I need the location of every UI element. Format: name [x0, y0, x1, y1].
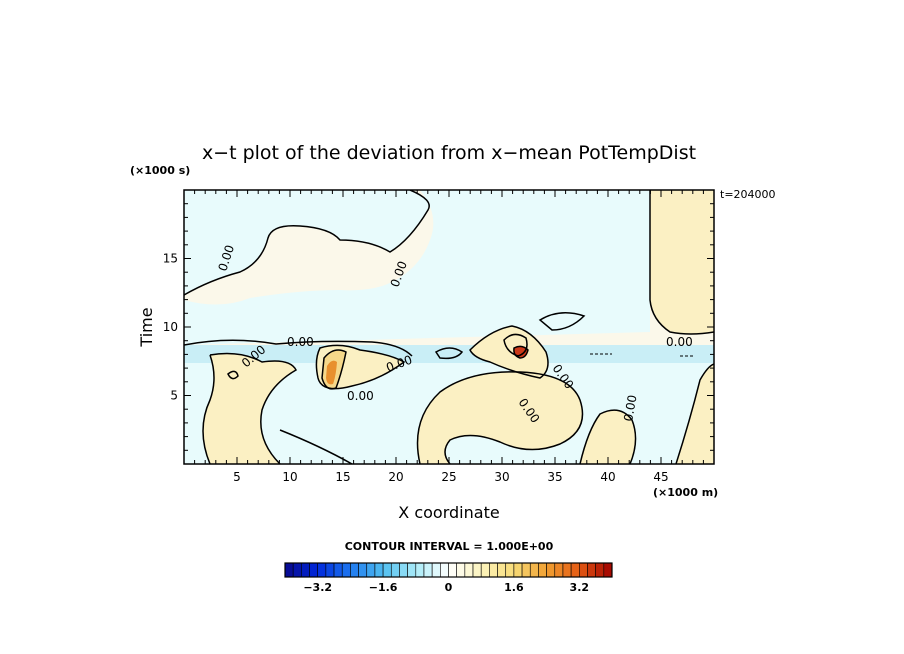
field-warm-4 — [470, 326, 548, 378]
colorbar-cell — [366, 562, 376, 578]
colorbar-tick-label: −3.2 — [303, 581, 332, 594]
x-tick-label: 40 — [600, 470, 615, 484]
y-axis-unit: (×1000 s) — [130, 164, 190, 177]
colorbar-tick-label: 3.2 — [570, 581, 590, 594]
time-stamp-label: t=204000 — [720, 188, 776, 201]
colorbar-tick-label: 0 — [445, 581, 453, 594]
contour-label: 0.00 — [621, 394, 639, 423]
y-axis-label: Time — [137, 307, 156, 347]
colorbar-cell — [358, 562, 368, 578]
field-warm-1 — [203, 353, 296, 464]
colorbar-cell — [546, 562, 556, 578]
x-axis-unit: (×1000 m) — [653, 486, 718, 499]
colorbar-cell — [538, 562, 547, 578]
colorbar-cell — [554, 562, 564, 578]
colorbar-cell — [497, 562, 507, 578]
colorbar-tick-label: −1.6 — [369, 581, 398, 594]
field-warm-7 — [676, 364, 714, 464]
colorbar-cell — [603, 562, 613, 578]
colorbar-cell — [456, 562, 466, 578]
chart-title: x−t plot of the deviation from x−mean Po… — [202, 142, 696, 164]
contour-dashes — [590, 353, 694, 357]
colorbar-cell — [529, 562, 539, 578]
heatmap-field — [184, 190, 714, 464]
colorbar-cell — [317, 562, 327, 578]
field-cool-middle — [184, 190, 650, 345]
colorbar-cell — [521, 562, 531, 578]
x-axis-ticks: 5 10 15 20 25 30 35 40 45 — [194, 190, 704, 484]
field-warm-6 — [650, 190, 714, 334]
colorbar-cell — [325, 562, 335, 578]
colorbar-cell — [513, 562, 523, 578]
colorbar-cell — [415, 562, 425, 578]
colorbar-cell — [505, 562, 515, 578]
contour-label: 0.00 — [287, 335, 314, 349]
colorbar-cell — [587, 562, 596, 578]
x-tick-label: 35 — [547, 470, 562, 484]
colorbar-cell — [399, 562, 408, 578]
colorbar-cell — [440, 562, 449, 578]
x-tick-label: 20 — [388, 470, 403, 484]
colorbar-cell — [301, 562, 310, 578]
colorbar-cell — [480, 562, 490, 578]
field-warm-5 — [580, 410, 636, 464]
x-axis-label: X coordinate — [398, 503, 499, 522]
colorbar-cell — [284, 562, 294, 578]
y-tick-label: 15 — [163, 252, 178, 266]
colorbar-cell — [374, 562, 384, 578]
x-tick-label: 45 — [653, 470, 668, 484]
y-tick-label: 5 — [170, 389, 178, 403]
x-tick-label: 25 — [441, 470, 456, 484]
x-tick-label: 15 — [335, 470, 350, 484]
colorbar-cell — [431, 562, 441, 578]
colorbar-cell — [448, 562, 457, 578]
contour-label: 0.00 — [666, 335, 693, 349]
colorbar-cell — [464, 562, 474, 578]
colorbar-cell — [407, 562, 417, 578]
contour-lines — [184, 190, 714, 464]
colorbar-cell — [292, 562, 302, 578]
colorbar-ticks: −3.2 −1.6 0 1.6 3.2 — [303, 581, 589, 594]
colorbar-cell — [309, 562, 318, 578]
x-tick-label: 10 — [282, 470, 297, 484]
colorbar-cell — [578, 562, 588, 578]
colorbar-cell — [382, 562, 392, 578]
field-warm-strong — [326, 360, 337, 385]
colorbar-cell — [595, 562, 605, 578]
field-warm-3 — [417, 371, 583, 464]
colorbar-cell — [350, 562, 359, 578]
colorbar-cell — [570, 562, 580, 578]
colorbar-cell — [489, 562, 498, 578]
x-tick-label: 5 — [233, 470, 241, 484]
colorbar-cell — [390, 562, 400, 578]
colorbar-cell — [333, 562, 343, 578]
colorbar-cell — [472, 562, 482, 578]
contour-interval-label: CONTOUR INTERVAL = 1.000E+00 — [345, 540, 554, 553]
colorbar-cell — [423, 562, 433, 578]
colorbar-tick-label: 1.6 — [504, 581, 524, 594]
y-axis-ticks: 5 10 15 — [163, 203, 714, 451]
y-tick-label: 10 — [163, 320, 178, 334]
contour-label: 0.00 — [347, 389, 374, 403]
colorbar-cell — [341, 562, 351, 578]
colorbar-frame — [284, 562, 613, 578]
x-tick-label: 30 — [494, 470, 509, 484]
colorbar — [284, 562, 613, 578]
colorbar-cell — [562, 562, 572, 578]
